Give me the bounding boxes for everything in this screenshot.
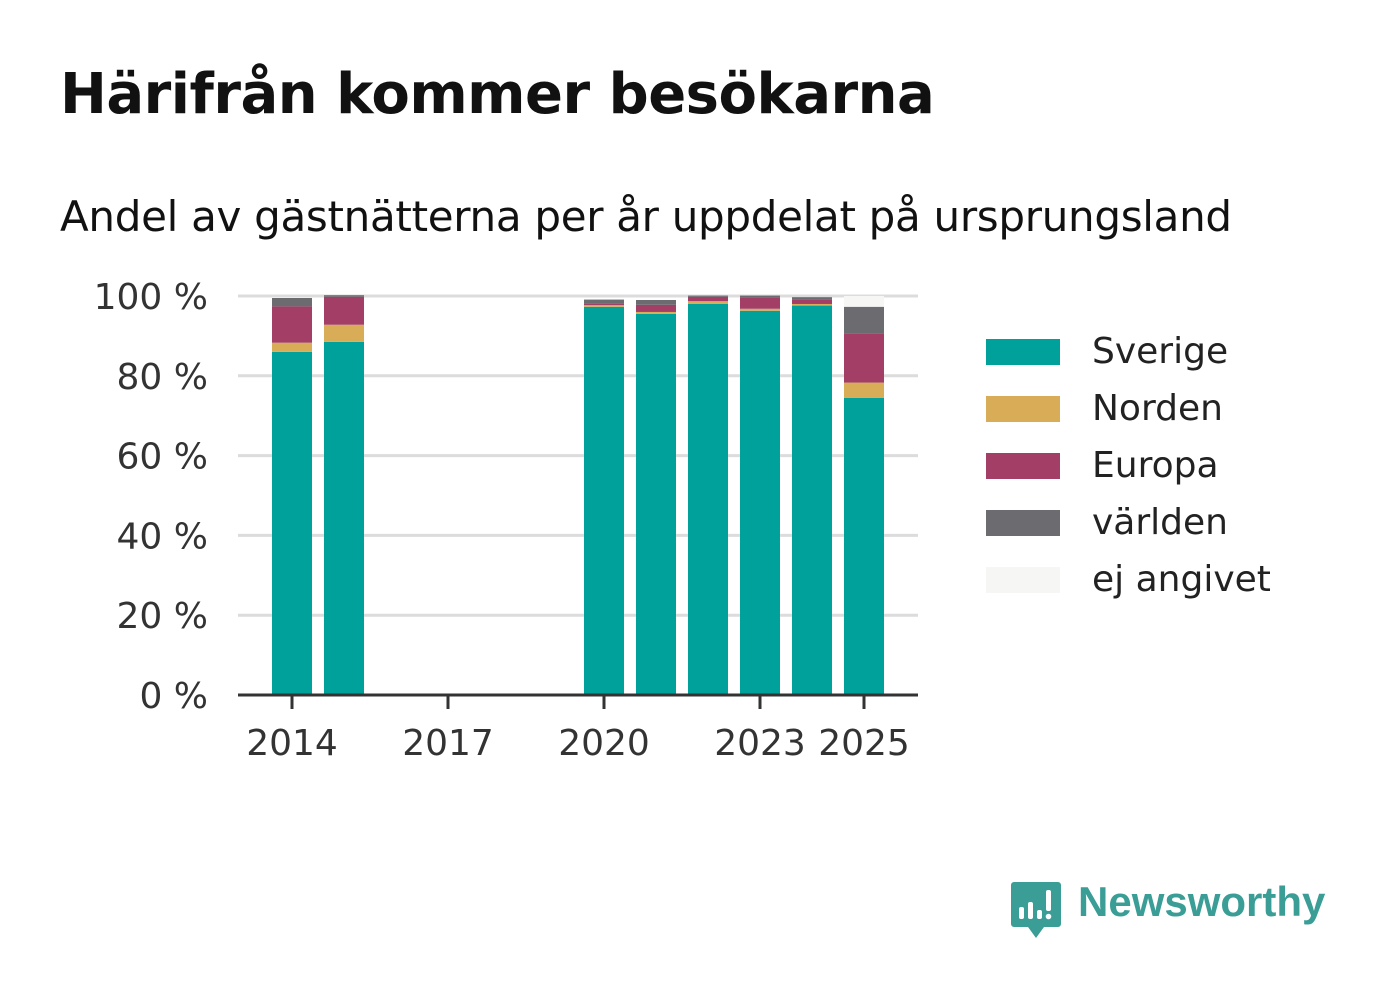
y-tick-label: 0 % [139,676,208,717]
chart-subtitle: Andel av gästnätterna per år uppdelat på… [60,192,1232,241]
bar-segment-Norden [272,342,312,352]
bar-segment-Europa [688,296,728,302]
y-axis-ticks: 0 % 20 % 40 % 60 % 80 % 100 % [94,277,208,717]
y-tick-label: 80 % [117,357,208,398]
bar-segment-världen [844,306,884,334]
chart-title: Härifrån kommer besökarna [60,62,935,127]
newsworthy-logo-icon [1011,882,1061,938]
bar-segment-Sverige [688,303,728,695]
bar-segment-världen [740,295,780,298]
legend-label: ej angivet [1092,559,1271,600]
bar-segment-Norden [636,311,676,314]
legend-label: Europa [1092,445,1219,486]
bar-segment-Europa [636,304,676,312]
bar-segment-världen [792,297,832,300]
bars [272,295,884,695]
x-tick-label: 2020 [558,723,650,764]
legend-swatch [986,453,1060,479]
bar-segment-världen [584,299,624,304]
bar-segment-Sverige [844,397,884,695]
bar-segment-Norden [792,303,832,306]
bar-segment-Sverige [792,305,832,695]
x-tick-label: 2025 [818,723,910,764]
bar-segment-Norden [324,324,364,342]
legend-label: Sverige [1092,331,1229,372]
bar-segment-Norden [584,305,624,307]
x-tick-label: 2014 [246,723,338,764]
x-tick-label: 2023 [714,723,806,764]
bar-segment-Europa [272,306,312,343]
legend-swatch [986,339,1060,365]
bar-segment-Norden [688,301,728,304]
legend-label: världen [1092,502,1228,543]
x-axis: 2014 2017 2020 2023 2025 [238,693,918,764]
x-tick-label: 2017 [402,723,494,764]
brand-name: Newsworthy [1078,878,1326,925]
bar-segment-världen [688,295,728,297]
legend-swatch [986,510,1060,536]
legend-label: Norden [1092,388,1223,429]
bar-segment-världen [272,297,312,307]
bar-segment-världen [636,299,676,305]
bar-segment-ej-angivet [844,296,884,307]
y-tick-label: 40 % [117,516,208,557]
bar-segment-Sverige [584,306,624,695]
y-tick-label: 100 % [94,277,208,318]
bar-segment-Europa [584,303,624,306]
y-tick-label: 20 % [117,596,208,637]
bar-segment-Europa [844,333,884,383]
legend-swatch [986,396,1060,422]
bar-segment-världen [324,295,364,297]
bar-segment-Norden [740,308,780,311]
bar-segment-Sverige [636,313,676,695]
bar-segment-Sverige [324,341,364,695]
bar-segment-Europa [740,297,780,309]
y-tick-label: 60 % [117,437,208,478]
bar-segment-Europa [792,299,832,304]
bar-segment-Europa [324,296,364,325]
bar-segment-Sverige [740,310,780,695]
bar-segment-Norden [844,382,884,398]
legend-swatch [986,567,1060,593]
bar-segment-Sverige [272,351,312,695]
